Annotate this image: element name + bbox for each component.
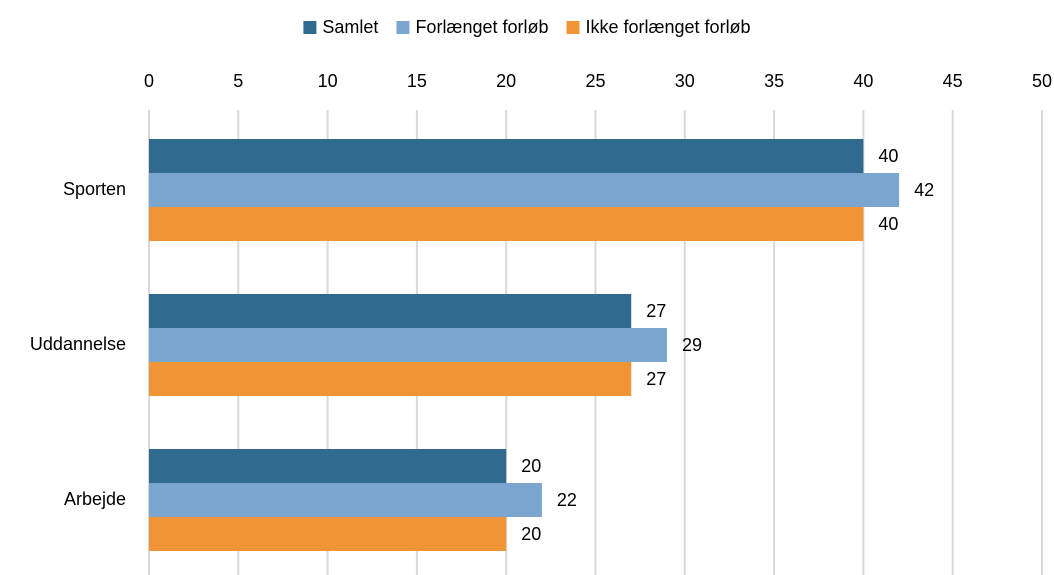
y-tick-label: Uddannelse xyxy=(30,334,126,354)
data-label: 40 xyxy=(878,214,898,234)
bar xyxy=(149,449,507,483)
legend-item: Ikke forlænget forløb xyxy=(566,17,751,37)
bar xyxy=(149,483,542,517)
y-tick-label: Arbejde xyxy=(64,489,126,509)
legend-label: Ikke forlænget forløb xyxy=(586,17,751,37)
legend-swatch xyxy=(303,21,317,34)
bar xyxy=(149,362,632,396)
data-label: 20 xyxy=(521,456,541,476)
x-tick-label: 5 xyxy=(233,71,243,91)
bar xyxy=(149,517,507,551)
bar xyxy=(149,294,632,328)
bar xyxy=(149,328,667,362)
legend-item: Forlænget forløb xyxy=(396,17,549,37)
y-tick-label: Sporten xyxy=(63,179,126,199)
bar xyxy=(149,207,864,241)
x-tick-label: 35 xyxy=(764,71,784,91)
x-tick-label: 40 xyxy=(853,71,873,91)
x-tick-label: 15 xyxy=(407,71,427,91)
bar xyxy=(149,173,900,207)
x-tick-label: 25 xyxy=(585,71,605,91)
data-label: 20 xyxy=(521,524,541,544)
x-tick-label: 30 xyxy=(675,71,695,91)
data-label: 42 xyxy=(914,180,934,200)
data-label: 27 xyxy=(646,301,666,321)
x-tick-label: 20 xyxy=(496,71,516,91)
legend-swatch xyxy=(396,21,410,34)
bar xyxy=(149,139,864,173)
legend-label: Samlet xyxy=(322,17,378,37)
legend-swatch xyxy=(566,21,580,34)
data-label: 40 xyxy=(878,146,898,166)
legend-item: Samlet xyxy=(303,17,378,37)
x-tick-label: 45 xyxy=(943,71,963,91)
data-label: 22 xyxy=(557,490,577,510)
data-label: 27 xyxy=(646,369,666,389)
x-tick-label: 50 xyxy=(1032,71,1052,91)
x-tick-label: 0 xyxy=(144,71,154,91)
x-tick-label: 10 xyxy=(318,71,338,91)
legend-label: Forlænget forløb xyxy=(415,17,548,37)
data-label: 29 xyxy=(682,335,702,355)
